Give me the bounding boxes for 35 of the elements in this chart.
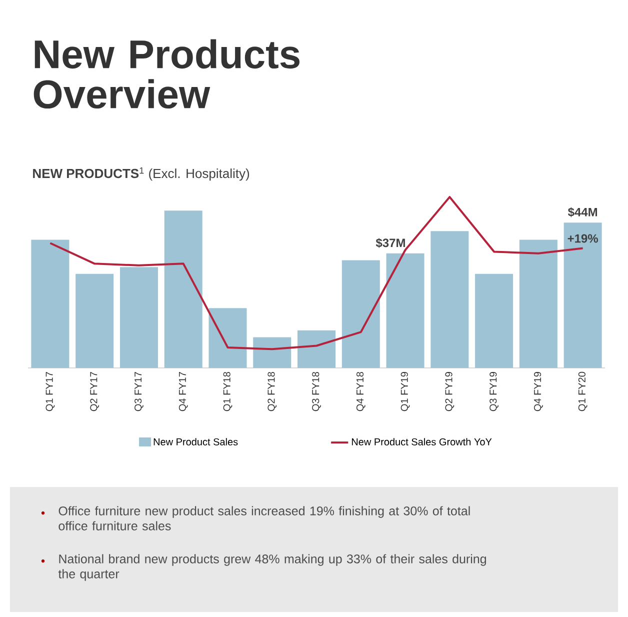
annotation: $37M [376,238,405,248]
x-tick-label: Q1 FY19 [400,372,410,412]
x-tick-label: Q3 FY17 [134,372,144,412]
bar [208,308,247,368]
x-tick-label: Q4 FY18 [356,372,366,412]
bar [386,253,424,368]
text: Office furniture new product sales increased 19% finishing at 30% of total office furniture sales [58,506,470,530]
x-tick-label: Q2 FY17 [90,372,100,412]
x-tick-label: Q3 FY19 [490,372,498,412]
bar [253,337,292,368]
x-tick-label: Q1 FY20 [578,372,588,412]
chart-subtitle: NEW PRODUCTS$^{1}$ (Excl. Hospitality) [33,167,250,181]
x-tick-label: Q3 FY18 [312,372,321,412]
x-tick-label: Q2 FY18 [268,372,277,412]
bar [120,267,158,368]
legend-label: New Product Sales [154,438,238,446]
bar [475,274,514,368]
bar [564,222,602,368]
x-tick-label: Q4 FY17 [178,372,188,412]
legend-label: New Product Sales Growth YoY [352,438,492,446]
annotation: $44M [568,207,598,218]
bar [430,231,469,368]
x-tick-label: Q1 FY18 [223,372,232,412]
bar [164,210,202,368]
chart-title: New Products Overview [34,39,300,109]
bar [76,274,114,368]
x-tick-label: Q4 FY19 [534,372,543,412]
text: National brand new products grew 48% making up 33% of their sales during the quarter [58,554,486,581]
bar [31,240,70,368]
x-tick-label: Q1 FY17 [46,372,55,412]
annotation: +19% [568,234,598,243]
bar [342,260,380,368]
bar [519,240,558,368]
bar [298,330,336,368]
x-tick-label: Q2 FY19 [445,372,454,412]
